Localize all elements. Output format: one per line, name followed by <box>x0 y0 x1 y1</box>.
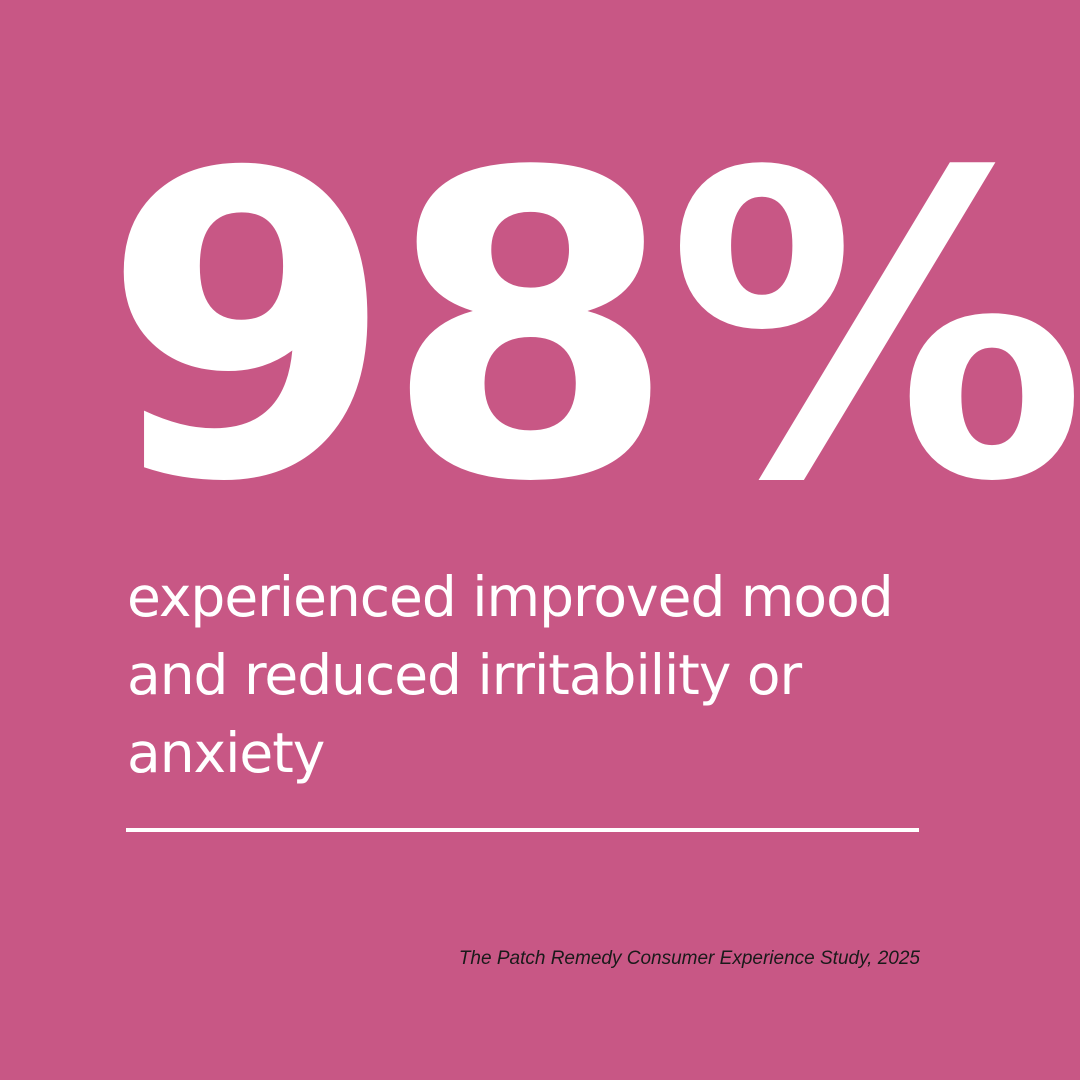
source-citation: The Patch Remedy Consumer Experience Stu… <box>458 948 920 969</box>
stat-description: experienced improved mood and reduced ir… <box>127 565 894 785</box>
stat-value: 98% <box>102 85 1080 574</box>
divider-line <box>126 828 919 832</box>
